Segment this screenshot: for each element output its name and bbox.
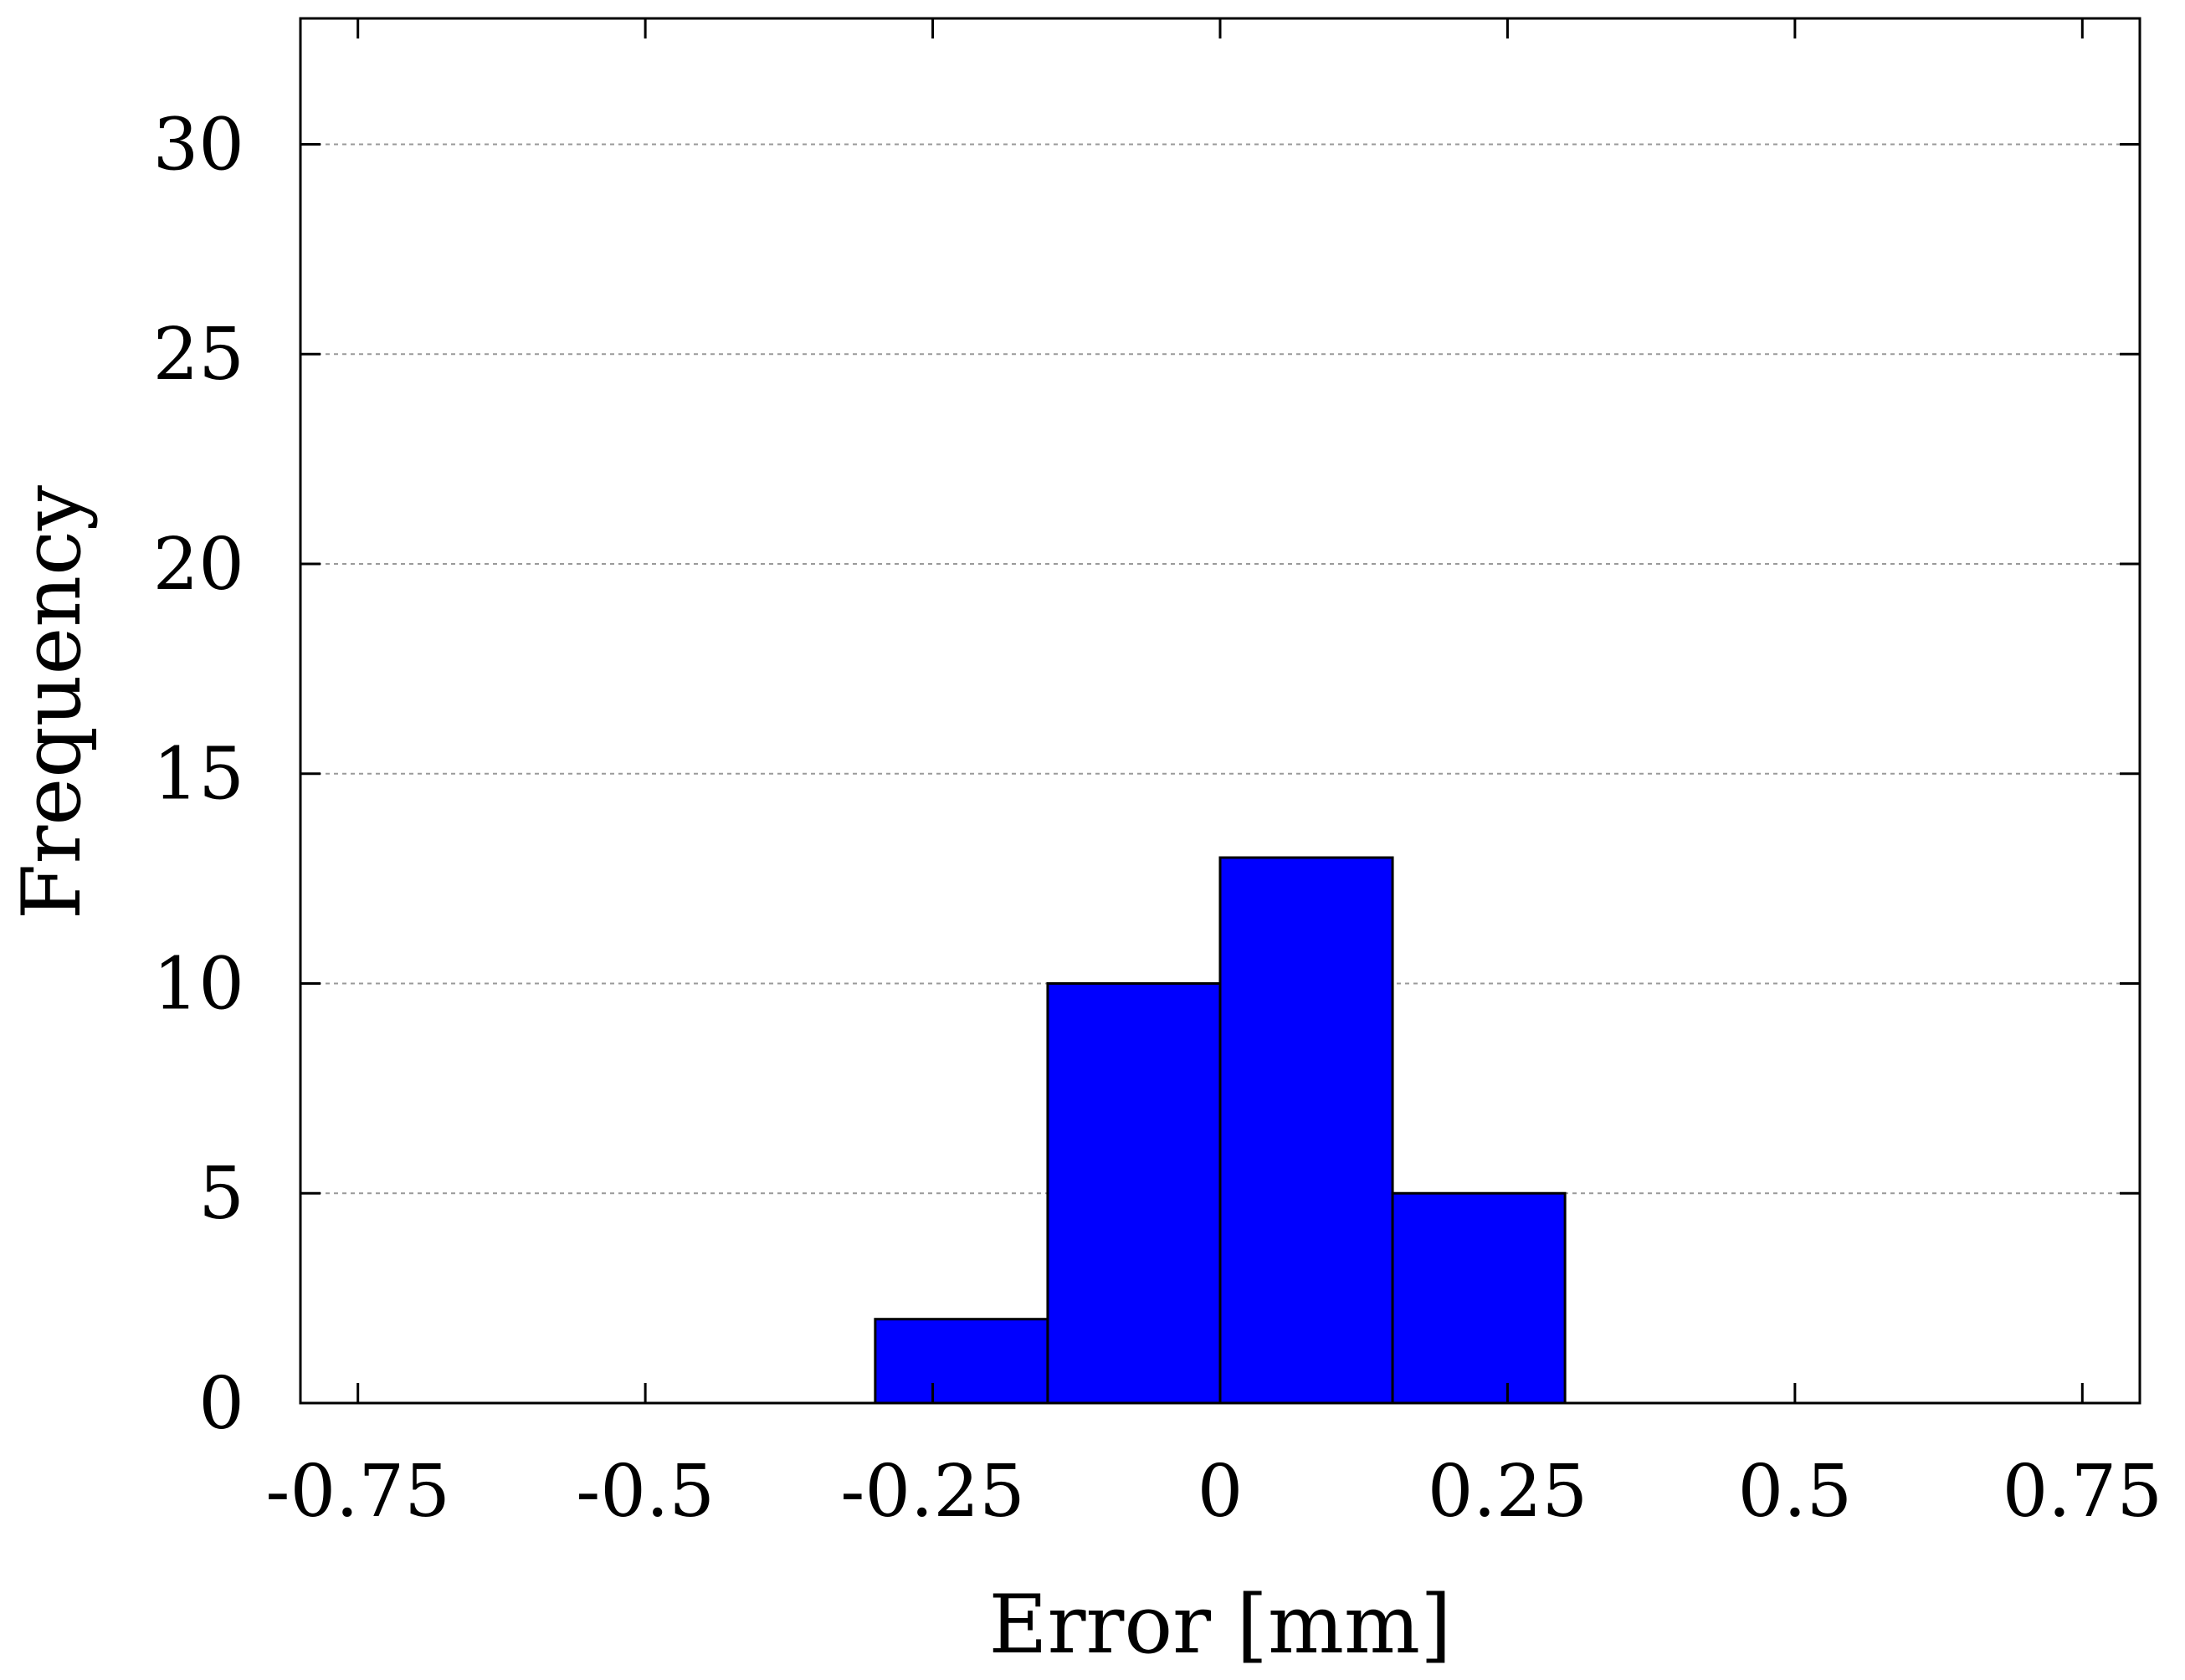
y-tick-label: 5 [198,1152,244,1236]
y-tick-label: 15 [153,733,244,817]
y-tick-label: 0 [198,1362,244,1446]
histogram-bar [1218,856,1394,1405]
grid-lines [300,143,2140,1195]
y-axis-label: Frequency [5,485,99,919]
histogram-bar [874,1318,1049,1405]
y-tick-label: 20 [153,523,244,607]
x-tick-label: 0.25 [1428,1450,1587,1534]
axis-ticks [300,18,2140,1405]
histogram-bars [874,856,1567,1405]
x-tick-label: 0.5 [1737,1450,1852,1534]
x-tick-label: 0.75 [2003,1450,2162,1534]
y-tick-label: 25 [153,313,244,397]
y-tick-labels: 0 5 10 15 20 25 30 [153,103,244,1446]
x-tick-label: -0.75 [265,1450,450,1534]
x-axis-label: Error [mm] [988,1578,1451,1672]
histogram-bar [1391,1191,1567,1405]
x-tick-label: -0.25 [840,1450,1025,1534]
y-tick-label: 10 [153,942,244,1026]
y-tick-label: 30 [153,103,244,187]
x-tick-label: -0.5 [576,1450,715,1534]
x-tick-label: 0 [1198,1450,1244,1534]
x-tick-labels: -0.75 -0.5 -0.25 0 0.25 0.5 0.75 [265,1450,2162,1534]
histogram-bar [1046,981,1222,1405]
